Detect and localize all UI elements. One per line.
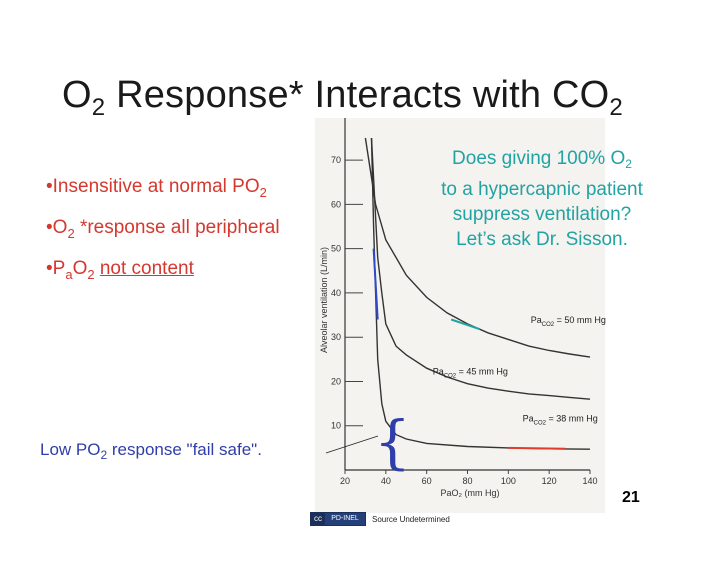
license-badge: cc PD-INEL [310,512,366,526]
series-label-1: PaCO2 = 45 mm Hg [433,367,508,380]
credit-text: Source Undetermined [372,514,450,524]
x-tick-label: 120 [542,476,557,486]
x-tick-label: 40 [381,476,391,486]
y-tick-label: 30 [331,332,341,342]
y-tick-label: 10 [331,421,341,431]
brace-icon: { [374,408,411,476]
x-axis-label: PaO₂ (mm Hg) [441,488,500,498]
y-axis-label: Alveolar ventilation (L/min) [319,247,329,353]
x-tick-label: 100 [501,476,516,486]
highlight-segment-1 [508,446,566,450]
figure-background [315,118,605,513]
y-tick-label: 40 [331,288,341,298]
highlight-segment-2 [372,248,379,320]
highlight-segment-0 [450,318,481,331]
series-label-2: PaCO2 = 38 mm Hg [523,413,598,426]
x-tick-label: 140 [582,476,597,486]
y-tick-label: 60 [331,199,341,209]
series-line-1 [370,137,591,400]
y-tick-label: 20 [331,376,341,386]
y-tick-label: 70 [331,155,341,165]
failsafe-label: Low PO2 response "fail safe". [40,440,262,462]
series-label-0: PaCO2 = 50 mm Hg [531,315,606,328]
bullet-pao2: •PaO2 not content [46,258,194,282]
image-credit: cc PD-INEL Source Undetermined [310,512,450,526]
pointer-line [325,435,379,454]
bullet-insensitive: •Insensitive at normal PO2 [46,176,267,200]
series-line-0 [364,137,591,358]
slide-number: 21 [622,489,640,506]
y-tick-label: 50 [331,244,341,254]
cc-icon: cc [311,513,325,525]
callout-question: Does giving 100% O2 to a hypercapnic pat… [441,148,643,250]
x-tick-label: 60 [422,476,432,486]
bullet-peripheral: •O2 *response all peripheral [46,217,280,241]
x-tick-label: 20 [340,476,350,486]
license-label: PD-INEL [325,513,365,525]
x-tick-label: 80 [462,476,472,486]
slide-title: O2 Response* Interacts with CO2 [62,74,623,121]
